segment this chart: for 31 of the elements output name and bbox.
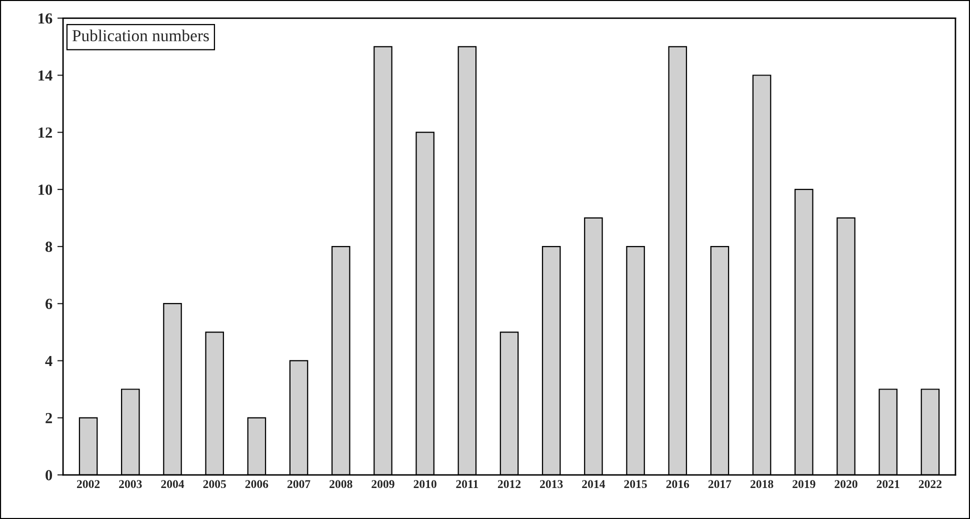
annotation: Publication numbers — [72, 30, 209, 42]
x-tick-label: 2014 — [582, 480, 606, 488]
x-tick-label: 2009 — [372, 480, 394, 488]
y-tick-label: 10 — [38, 184, 52, 195]
x-tick-label: 2022 — [918, 480, 942, 488]
x-tick-label: 2010 — [414, 480, 436, 488]
x-tick-label: 2002 — [76, 480, 100, 488]
x-tick-label: 2004 — [161, 480, 184, 488]
x-tick-label: 2007 — [287, 480, 310, 488]
y-tick-label: 0 — [46, 470, 52, 480]
x-tick-label: 2011 — [456, 480, 478, 488]
y-tick-label: 2 — [46, 412, 52, 424]
x-tick-label: 2013 — [540, 480, 563, 488]
y-tick-label: 16 — [38, 13, 52, 24]
x-tick-label: 2019 — [792, 480, 816, 488]
y-tick-label: 12 — [38, 128, 52, 138]
x-tick-label: 2008 — [330, 480, 352, 488]
x-tick-label: 2018 — [750, 480, 774, 488]
x-tick-label: 2016 — [666, 480, 690, 488]
y-tick-label: 6 — [46, 298, 52, 310]
x-tick-label: 2017 — [708, 480, 732, 488]
x-tick-label: 2006 — [245, 480, 268, 488]
x-tick-label: 2003 — [119, 480, 142, 488]
x-tick-label: 2020 — [834, 480, 858, 488]
x-tick-label: 2015 — [624, 480, 647, 488]
x-tick-label: 2012 — [498, 480, 521, 488]
y-tick-label: 14 — [38, 70, 52, 81]
x-tick-label: 2005 — [203, 480, 226, 488]
y-tick-label: 8 — [46, 242, 52, 252]
y-tick-label: 4 — [45, 356, 52, 366]
x-tick-label: 2021 — [876, 480, 900, 488]
